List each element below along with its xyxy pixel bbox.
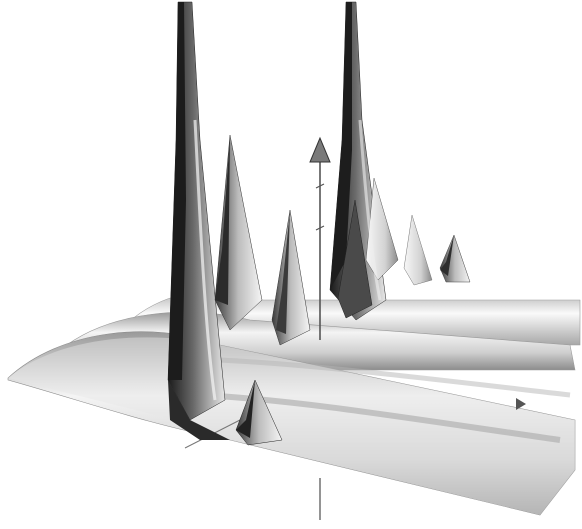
vertical-axis-arrow-icon (309, 136, 331, 163)
peak-base-shadow (168, 380, 230, 440)
surface-sheet (8, 337, 575, 515)
vertical-axis-tick (315, 183, 325, 189)
surface-groove (219, 357, 571, 398)
peak (439, 234, 471, 283)
peak (236, 380, 255, 438)
peak (276, 210, 290, 334)
peak (215, 135, 230, 305)
peak (403, 214, 433, 286)
surface-highlight (358, 119, 382, 301)
peak (330, 2, 352, 290)
peak (440, 235, 454, 276)
peak-shadow (168, 2, 186, 380)
surface-ridge-front (7, 331, 576, 516)
vertical-axis-tick (315, 225, 325, 231)
surface-groove (199, 392, 561, 443)
right-axis-arrow-icon (516, 398, 526, 410)
surface-highlight (193, 119, 217, 401)
peak (337, 199, 373, 319)
